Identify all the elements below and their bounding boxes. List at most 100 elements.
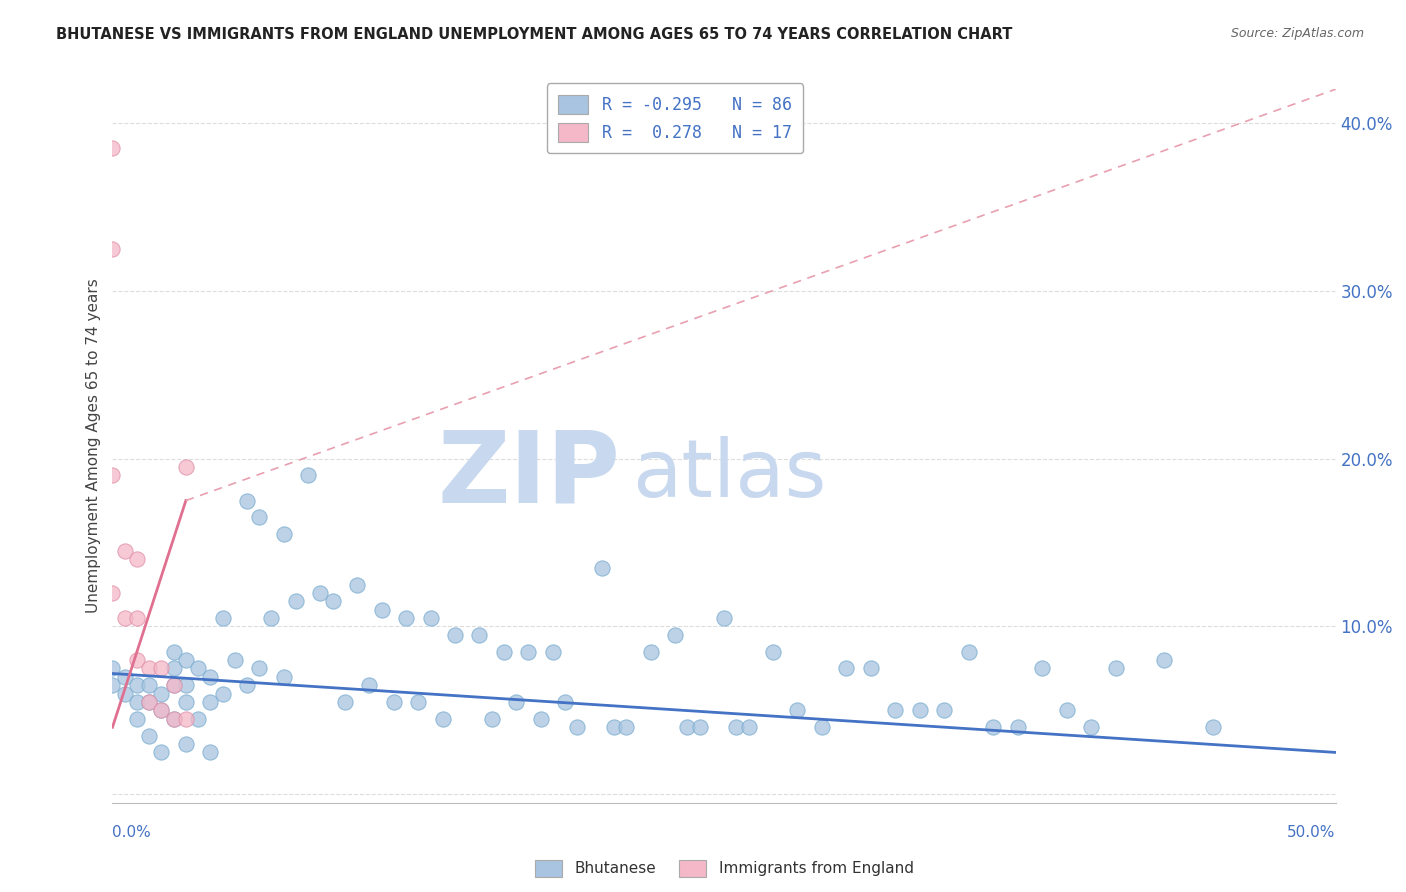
- Point: [359, 678, 381, 692]
- Point: [174, 653, 197, 667]
- Point: [541, 645, 564, 659]
- Point: [150, 703, 173, 717]
- Point: [859, 661, 882, 675]
- Point: [1202, 720, 1225, 734]
- Point: [138, 695, 160, 709]
- Point: [1080, 720, 1102, 734]
- Point: [529, 712, 551, 726]
- Point: [346, 577, 368, 591]
- Point: [884, 703, 907, 717]
- Point: [163, 712, 186, 726]
- Point: [737, 720, 759, 734]
- Point: [908, 703, 931, 717]
- Point: [224, 653, 246, 667]
- Point: [101, 468, 124, 483]
- Point: [554, 695, 576, 709]
- Point: [163, 661, 186, 675]
- Point: [492, 645, 515, 659]
- Point: [114, 670, 136, 684]
- Point: [408, 695, 430, 709]
- Point: [567, 720, 589, 734]
- Point: [614, 720, 637, 734]
- Point: [187, 661, 209, 675]
- Point: [725, 720, 748, 734]
- Point: [284, 594, 308, 608]
- Point: [174, 712, 197, 726]
- Legend: Bhutanese, Immigrants from England: Bhutanese, Immigrants from England: [524, 849, 924, 888]
- Point: [101, 242, 124, 256]
- Point: [835, 661, 858, 675]
- Point: [957, 645, 980, 659]
- Point: [481, 712, 503, 726]
- Point: [114, 611, 136, 625]
- Point: [640, 645, 662, 659]
- Point: [247, 510, 270, 524]
- Point: [125, 678, 148, 692]
- Point: [713, 611, 735, 625]
- Point: [236, 678, 259, 692]
- Point: [200, 695, 222, 709]
- Point: [138, 678, 160, 692]
- Point: [786, 703, 808, 717]
- Point: [125, 695, 148, 709]
- Point: [174, 678, 197, 692]
- Point: [174, 695, 197, 709]
- Point: [1007, 720, 1029, 734]
- Point: [517, 645, 540, 659]
- Point: [211, 611, 233, 625]
- Y-axis label: Unemployment Among Ages 65 to 74 years: Unemployment Among Ages 65 to 74 years: [86, 278, 101, 614]
- Point: [101, 678, 124, 692]
- Point: [934, 703, 956, 717]
- Text: atlas: atlas: [633, 435, 827, 514]
- Point: [138, 729, 160, 743]
- Point: [150, 661, 173, 675]
- Point: [273, 527, 295, 541]
- Point: [273, 670, 295, 684]
- Point: [138, 695, 160, 709]
- Point: [163, 678, 186, 692]
- Point: [125, 712, 148, 726]
- Point: [150, 687, 173, 701]
- Point: [664, 628, 686, 642]
- Point: [101, 141, 124, 155]
- Point: [125, 653, 148, 667]
- Point: [101, 586, 124, 600]
- Point: [200, 670, 222, 684]
- Text: 50.0%: 50.0%: [1288, 825, 1336, 840]
- Point: [1031, 661, 1053, 675]
- Point: [1153, 653, 1175, 667]
- Point: [138, 661, 160, 675]
- Point: [468, 628, 491, 642]
- Point: [419, 611, 441, 625]
- Point: [187, 712, 209, 726]
- Point: [125, 552, 148, 566]
- Text: 0.0%: 0.0%: [112, 825, 152, 840]
- Point: [333, 695, 356, 709]
- Point: [150, 703, 173, 717]
- Text: Source: ZipAtlas.com: Source: ZipAtlas.com: [1230, 27, 1364, 40]
- Point: [211, 687, 233, 701]
- Text: BHUTANESE VS IMMIGRANTS FROM ENGLAND UNEMPLOYMENT AMONG AGES 65 TO 74 YEARS CORR: BHUTANESE VS IMMIGRANTS FROM ENGLAND UNE…: [56, 27, 1012, 42]
- Point: [432, 712, 454, 726]
- Point: [505, 695, 527, 709]
- Point: [200, 746, 222, 760]
- Point: [163, 712, 186, 726]
- Point: [174, 737, 197, 751]
- Point: [981, 720, 1004, 734]
- Point: [236, 493, 259, 508]
- Point: [1104, 661, 1126, 675]
- Point: [689, 720, 711, 734]
- Point: [174, 460, 197, 475]
- Point: [163, 645, 186, 659]
- Point: [260, 611, 283, 625]
- Point: [309, 586, 332, 600]
- Point: [297, 468, 319, 483]
- Point: [603, 720, 626, 734]
- Point: [591, 560, 613, 574]
- Point: [163, 678, 186, 692]
- Point: [247, 661, 270, 675]
- Point: [370, 603, 392, 617]
- Point: [676, 720, 699, 734]
- Point: [762, 645, 785, 659]
- Point: [811, 720, 834, 734]
